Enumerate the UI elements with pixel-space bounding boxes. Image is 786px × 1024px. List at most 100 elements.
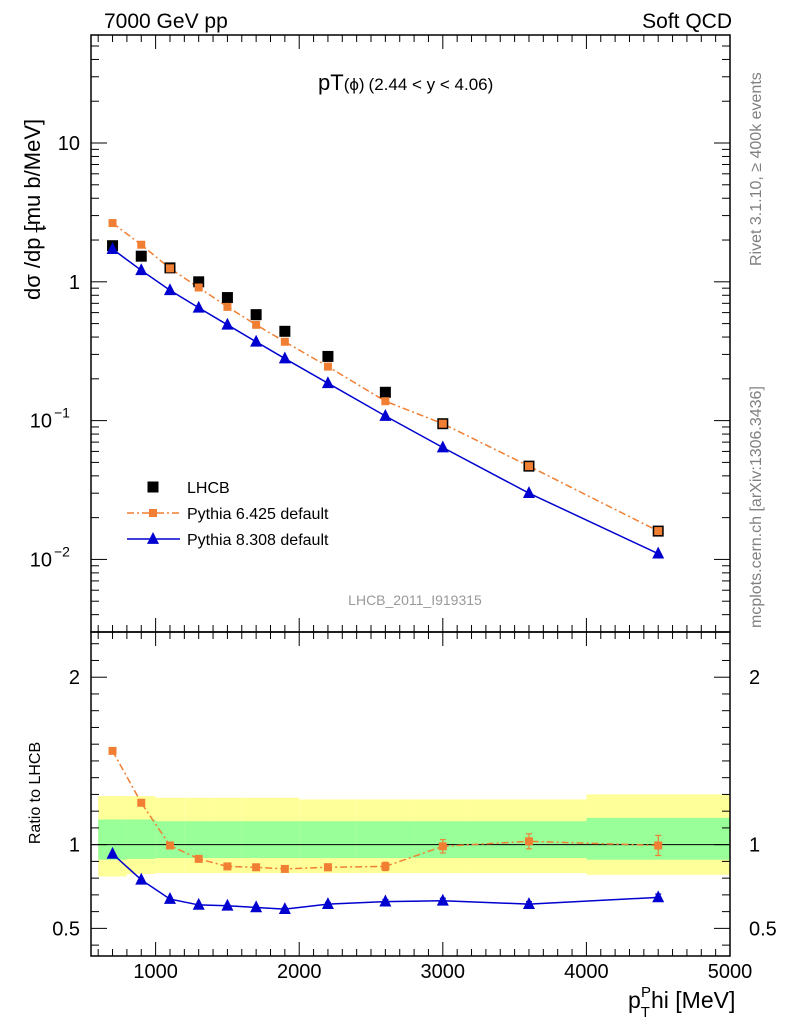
x-axis-label-superscript: P: [641, 984, 651, 1001]
pythia8-point: [321, 376, 334, 389]
ratio-pythia6-point: [323, 863, 332, 872]
x-tick-label: 1000: [133, 961, 178, 983]
pythia8-point: [192, 300, 205, 313]
lhcb-data-point: [322, 350, 334, 362]
main-y-tick-label: 10: [30, 411, 52, 433]
legend-pythia8-marker: [147, 531, 159, 544]
ratio-pythia8-point: [522, 897, 535, 909]
rivet-version-label: Rivet 3.1.10, ≥ 400k events: [748, 72, 765, 266]
green-band-segment: [356, 821, 415, 859]
ratio-pythia8-point: [163, 892, 176, 904]
ratio-pythia8-point: [379, 894, 392, 907]
legend: LHCB Pythia 6.425 default Pythia 8.308 def…: [127, 480, 329, 549]
ratio-pythia8-point: [652, 890, 665, 903]
title-phi: (ϕ): [344, 75, 365, 94]
x-axis-label-p: p: [628, 987, 641, 1013]
lhcb-data-point: [379, 386, 391, 398]
ratio-pythia6-point: [381, 862, 390, 871]
pythia8-point: [436, 440, 449, 453]
pythia6-point: [108, 219, 117, 228]
data-marks: [106, 219, 665, 914]
main-y-axis-label-subscript: T: [33, 224, 50, 233]
green-band-segment: [126, 819, 156, 859]
green-band-segment: [184, 821, 214, 859]
ratio-pythia6-point: [223, 862, 232, 871]
lhcb-data-point: [279, 325, 291, 337]
green-band-segment: [241, 821, 271, 859]
ratio-pythia8-point: [106, 846, 119, 859]
legend-lhcb-marker: [147, 481, 159, 493]
ratio-pythia8-point: [192, 897, 205, 910]
pythia8-point: [652, 546, 665, 559]
ratio-pythia6-point: [654, 841, 663, 850]
ratio-pythia8-point: [321, 897, 334, 909]
main-y-tick-exponent: −1: [54, 405, 70, 421]
mcplots-reference-label: mcplots.cern.ch [arXiv:1306.3436]: [748, 386, 765, 628]
main-y-axis-label-text: dσ /dp [mu b/MeV]: [20, 119, 45, 300]
pythia8-point: [250, 334, 263, 347]
ratio-pythia6-point: [165, 841, 174, 850]
pythia8-point: [221, 317, 234, 330]
ratio-pythia6-point: [137, 798, 146, 807]
pythia8-point: [106, 242, 119, 254]
pythia6-point: [323, 362, 332, 371]
main-y-tick-label: 10: [30, 549, 52, 571]
main-y-axis-label: dσ /dp [mu b/MeV]T: [20, 119, 50, 300]
ratio-pythia6-line: [111, 750, 659, 870]
pythia6-point: [524, 462, 533, 471]
ratio-pythia8-point: [278, 902, 291, 914]
header-energy: 7000 GeV pp: [104, 10, 228, 33]
pythia6-point: [137, 240, 146, 249]
ratio-y-tick-label-left: 2: [69, 667, 80, 689]
plot-title: pT(ϕ) (2.44 < y < 4.06): [318, 70, 493, 95]
pythia6-point: [223, 302, 232, 311]
pythia8-point: [135, 263, 148, 276]
ratio-y-tick-label-right: 0.5: [749, 918, 777, 940]
pythia6-point: [165, 264, 174, 273]
pythia6-point: [280, 337, 289, 346]
ratio-y-axis-label: Ratio to LHCB: [27, 742, 44, 844]
pythia6-point: [654, 527, 663, 536]
ratio-pythia6-point: [438, 842, 447, 851]
ratio-pythia8-point: [436, 893, 449, 906]
x-tick-label: 5000: [708, 961, 753, 983]
pythia8-line: [112, 248, 659, 555]
pythia8-point: [278, 351, 291, 364]
main-y-tick-exponent: −2: [54, 543, 70, 559]
ratio-pythia6-point: [194, 854, 203, 863]
ratio-y-tick-label-left: 1: [69, 835, 80, 857]
ratio-pythia8-point: [250, 900, 263, 913]
ratio-pythia6-point: [280, 864, 289, 873]
ratio-plot-frame: [90, 631, 731, 957]
x-tick-label: 2000: [277, 961, 322, 983]
ratio-pythia6-point: [252, 863, 261, 872]
title-quantity: pT: [318, 70, 344, 95]
x-axis-label-subscript: T: [641, 1004, 650, 1021]
ratio-y-tick-label-left: 0.5: [52, 918, 80, 940]
legend-label: Pythia 6.425 default: [187, 506, 329, 523]
pythia8-point: [163, 283, 176, 296]
x-axis-label-rest: hi [MeV]: [651, 987, 735, 1013]
green-band-segment: [213, 821, 242, 859]
green-band-segment: [270, 821, 300, 859]
pythia8-point: [522, 486, 535, 499]
header-category: Soft QCD: [642, 10, 732, 33]
lhcb-data-point: [221, 292, 233, 304]
x-axis-label: pTPhi [MeV]: [628, 984, 735, 1021]
title-rapidity-range: (2.44 < y < 4.06): [369, 75, 494, 94]
legend-label: LHCB: [187, 480, 230, 497]
ratio-pythia8-point: [221, 898, 234, 911]
ratio-y-tick-label-right: 2: [749, 667, 760, 689]
green-band-segment: [299, 821, 357, 859]
legend-pythia6-marker: [149, 509, 157, 517]
lhcb-data-point: [193, 276, 205, 288]
green-band-segment: [155, 821, 185, 859]
pythia6-point: [438, 419, 447, 428]
ratio-y-tick-label-right: 1: [749, 835, 760, 857]
ratio-pythia6-point: [524, 837, 533, 846]
ratio-uncertainty-bands: [91, 794, 730, 877]
x-tick-label: 4000: [564, 961, 609, 983]
ratio-pythia6-point: [108, 746, 117, 755]
pythia6-point: [252, 320, 261, 329]
